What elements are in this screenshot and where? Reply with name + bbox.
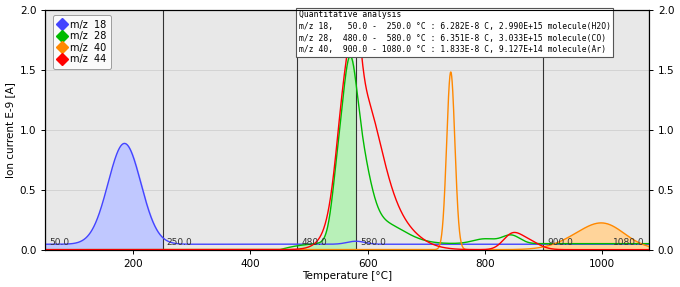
Text: 900.0: 900.0 [547, 238, 573, 247]
Text: Quantitative analysis
m/z 18,   50.0 -  250.0 °C : 6.282E-8 C, 2.990E+15 molecul: Quantitative analysis m/z 18, 50.0 - 250… [299, 10, 611, 55]
X-axis label: Temperature [°C]: Temperature [°C] [302, 272, 392, 282]
Text: 480.0: 480.0 [301, 238, 327, 247]
Text: 250.0: 250.0 [167, 238, 192, 247]
Y-axis label: Ion current E-9 [A]: Ion current E-9 [A] [5, 82, 16, 178]
Legend: m/z  18, m/z  28, m/z  40, m/z  44: m/z 18, m/z 28, m/z 40, m/z 44 [53, 15, 111, 69]
Text: 1080.0: 1080.0 [613, 238, 645, 247]
Text: 580.0: 580.0 [360, 238, 386, 247]
Text: 50.0: 50.0 [50, 238, 69, 247]
